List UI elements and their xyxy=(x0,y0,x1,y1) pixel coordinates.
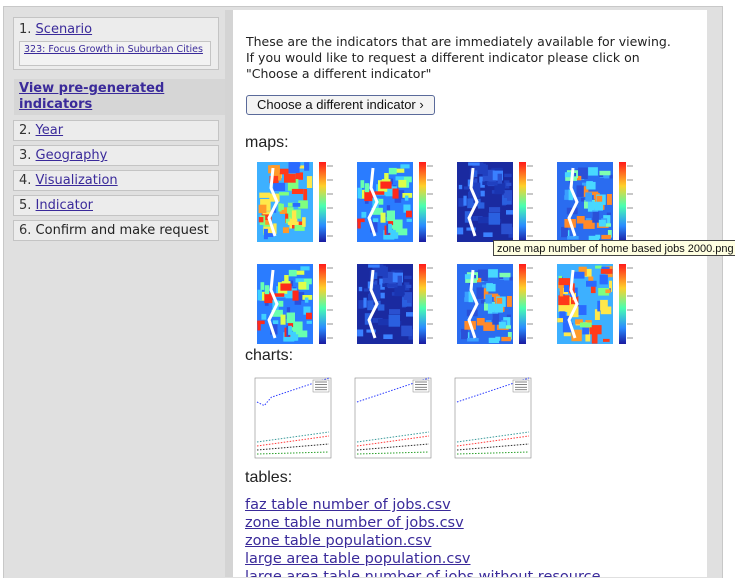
charts-heading: charts: xyxy=(245,347,294,364)
tables-list: faz table number of jobs.csv zone table n… xyxy=(245,496,707,577)
map-thumbnail[interactable] xyxy=(547,260,639,346)
indicator-link[interactable]: Indicator xyxy=(35,198,93,213)
chart-thumbnail[interactable] xyxy=(451,372,535,462)
selected-scenario-link[interactable]: 323: Focus Growth in Suburban Cities xyxy=(24,44,203,55)
maps-heading: maps: xyxy=(245,134,289,151)
step-year: 2. Year xyxy=(13,120,219,141)
tables-heading: tables: xyxy=(245,469,293,486)
step-visualization: 4. Visualization xyxy=(13,170,219,191)
visualization-link[interactable]: Visualization xyxy=(35,173,118,188)
choose-different-indicator-button[interactable]: Choose a different indicator › xyxy=(246,95,435,115)
scenario-link[interactable]: Scenario xyxy=(35,22,93,37)
table-link[interactable]: large area table number of jobs without … xyxy=(245,569,601,577)
chart-thumbnail[interactable] xyxy=(251,372,335,462)
table-link[interactable]: large area table population.csv xyxy=(245,551,471,567)
map-thumbnail[interactable] xyxy=(347,260,439,346)
table-link[interactable]: zone table number of jobs.csv xyxy=(245,515,464,531)
sidebar-divider xyxy=(225,10,233,577)
step-confirm: 6. Confirm and make request xyxy=(13,220,219,241)
page-edge xyxy=(707,10,721,577)
main-content: These are the indicators that are immedi… xyxy=(233,10,707,577)
map-thumbnail[interactable] xyxy=(447,158,539,244)
table-link[interactable]: faz table number of jobs.csv xyxy=(245,497,451,513)
view-pregenerated-indicators-link[interactable]: View pre-generated indicators xyxy=(19,81,165,112)
chart-thumbnail[interactable] xyxy=(351,372,435,462)
map-thumbnail[interactable] xyxy=(247,260,339,346)
year-link[interactable]: Year xyxy=(35,123,64,138)
intro-text: These are the indicators that are immedi… xyxy=(246,34,671,81)
wizard-sidebar: 1. Scenario 323: Focus Growth in Suburba… xyxy=(11,10,228,577)
step-scenario: 1. Scenario 323: Focus Growth in Suburba… xyxy=(13,17,219,70)
image-tooltip: zone map number of home based jobs 2000.… xyxy=(493,240,735,256)
confirm-label: Confirm and make request xyxy=(35,223,209,238)
map-thumbnail[interactable] xyxy=(347,158,439,244)
step-number: 1. xyxy=(19,22,32,37)
geography-link[interactable]: Geography xyxy=(35,148,108,163)
step-indicator: 5. Indicator xyxy=(13,195,219,216)
map-thumbnail[interactable] xyxy=(247,158,339,244)
current-step-view-indicators: View pre-generated indicators xyxy=(14,79,228,115)
map-thumbnail[interactable] xyxy=(547,158,639,244)
scenario-selection-box: 323: Focus Growth in Suburban Cities xyxy=(19,41,211,66)
step-geography: 3. Geography xyxy=(13,145,219,166)
table-link[interactable]: zone table population.csv xyxy=(245,533,432,549)
map-thumbnail[interactable] xyxy=(447,260,539,346)
